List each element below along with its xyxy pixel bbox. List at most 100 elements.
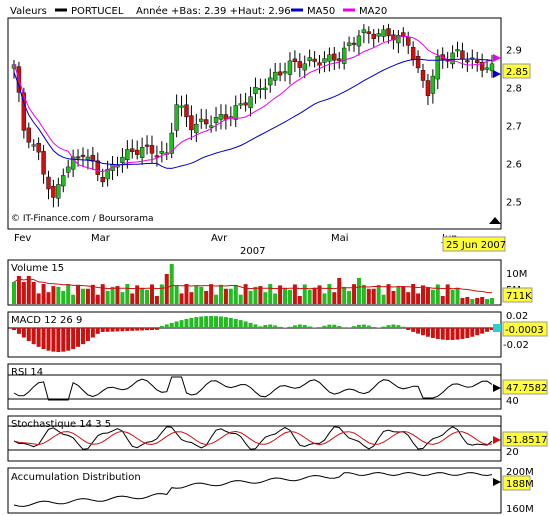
price-tick-label: 2.7 [506,121,522,132]
macd-title: MACD 12 26 9 [11,315,82,326]
candle-body [46,176,51,190]
candle-body [322,58,327,63]
macd-bar [347,327,352,328]
stochastic-tick-20: 20 [506,447,519,458]
macd-bar [115,328,120,332]
price-last-value: 2.85 [506,67,528,78]
macd-bar [12,328,16,330]
volume-bar [312,287,317,304]
accdist-series-line [13,471,493,507]
candle-body [415,56,421,69]
candle-body [292,58,298,63]
accdist-tick-200m: 200M [506,467,534,478]
price-panel: 2.9 2.8 2.7 2.6 2.5 2.85 © IT-Finance.com / … [7,17,531,230]
volume-bar [307,289,312,304]
candle-body [356,35,362,47]
rsi-marker-icon [493,384,501,392]
month-label-fev: Fev [14,233,31,244]
volume-bar [475,298,480,304]
volume-bar [425,287,430,304]
candle-body [479,62,485,71]
volume-title: Volume 15 [11,263,64,274]
rsi-tick-40: 40 [506,396,519,407]
candle-body [371,33,376,39]
volume-bar [189,292,194,304]
candle-body [381,29,386,37]
macd-last-bg [502,321,548,337]
macd-bar [66,328,71,351]
volume-bar [169,264,174,304]
candle-body [199,118,204,122]
volume-bar [366,288,371,304]
volume-bar [174,285,179,304]
volume-bar [105,290,110,304]
candle-body [489,63,495,72]
macd-bar [243,321,248,328]
macd-bar [120,328,125,332]
volume-bar [179,293,184,304]
macd-bar [455,328,460,340]
legend-values-label: Valeurs [10,6,47,17]
macd-bar [435,328,440,339]
macd-bar [376,327,381,328]
volume-bar [140,287,145,304]
candle-body [317,62,322,66]
volume-bar [26,276,31,304]
rsi-last-value: 47.7582 [506,383,547,394]
macd-bar [381,326,386,328]
volume-bar [485,299,490,304]
price-tick-label: 2.5 [506,197,522,208]
macd-bar [36,328,41,347]
macd-tick-upper: 0.02 [506,311,528,322]
macd-bar [228,317,233,328]
candle-body [396,35,401,44]
volume-bar [90,284,95,304]
volume-bar [361,284,366,304]
macd-tick-lower: -0.02 [503,340,529,351]
macd-bar [135,328,140,331]
volume-bar [209,284,214,304]
volume-bar [352,284,357,304]
candle-body [263,87,268,90]
candle-body [154,155,160,158]
macd-bar [421,328,426,336]
volume-bar [347,290,352,304]
macd-bar [218,316,223,328]
volume-bar [302,284,307,304]
macd-bar [386,325,391,328]
volume-bar [401,286,406,304]
macd-panel-frame [7,311,502,358]
volume-bar [36,293,41,304]
macd-bar [100,328,105,332]
volume-bar [120,292,125,304]
price-ticks: 2.9 2.8 2.7 2.6 2.5 [506,45,522,208]
candle-body [484,67,490,70]
candle-body [208,125,214,128]
macd-bar [366,325,371,328]
candle-body [75,156,81,159]
candle-body [465,60,470,63]
rsi-title: RSI 14 [11,367,43,378]
accdist-last-bg [502,475,531,491]
candle-body [430,75,436,94]
date-badge-bg [442,236,506,252]
candle-body [184,104,189,118]
candle-body [85,156,91,160]
volume-bar [396,286,401,304]
rsi-panel-frame [7,363,502,410]
macd-bar [149,328,154,330]
macd-bar [445,328,450,340]
volume-bar [465,297,470,304]
macd-bar [189,317,194,328]
candle-body [297,61,303,68]
volume-bar [31,282,36,304]
candle-body [277,71,283,76]
volume-bar [125,284,130,304]
macd-bar [51,328,56,352]
macd-bar [396,325,401,328]
volume-bar [470,299,475,304]
candle-body [51,186,56,198]
macd-bar [21,328,26,338]
accdist-panel: Accumulation Distribution 200M 160M 188M [7,467,534,515]
